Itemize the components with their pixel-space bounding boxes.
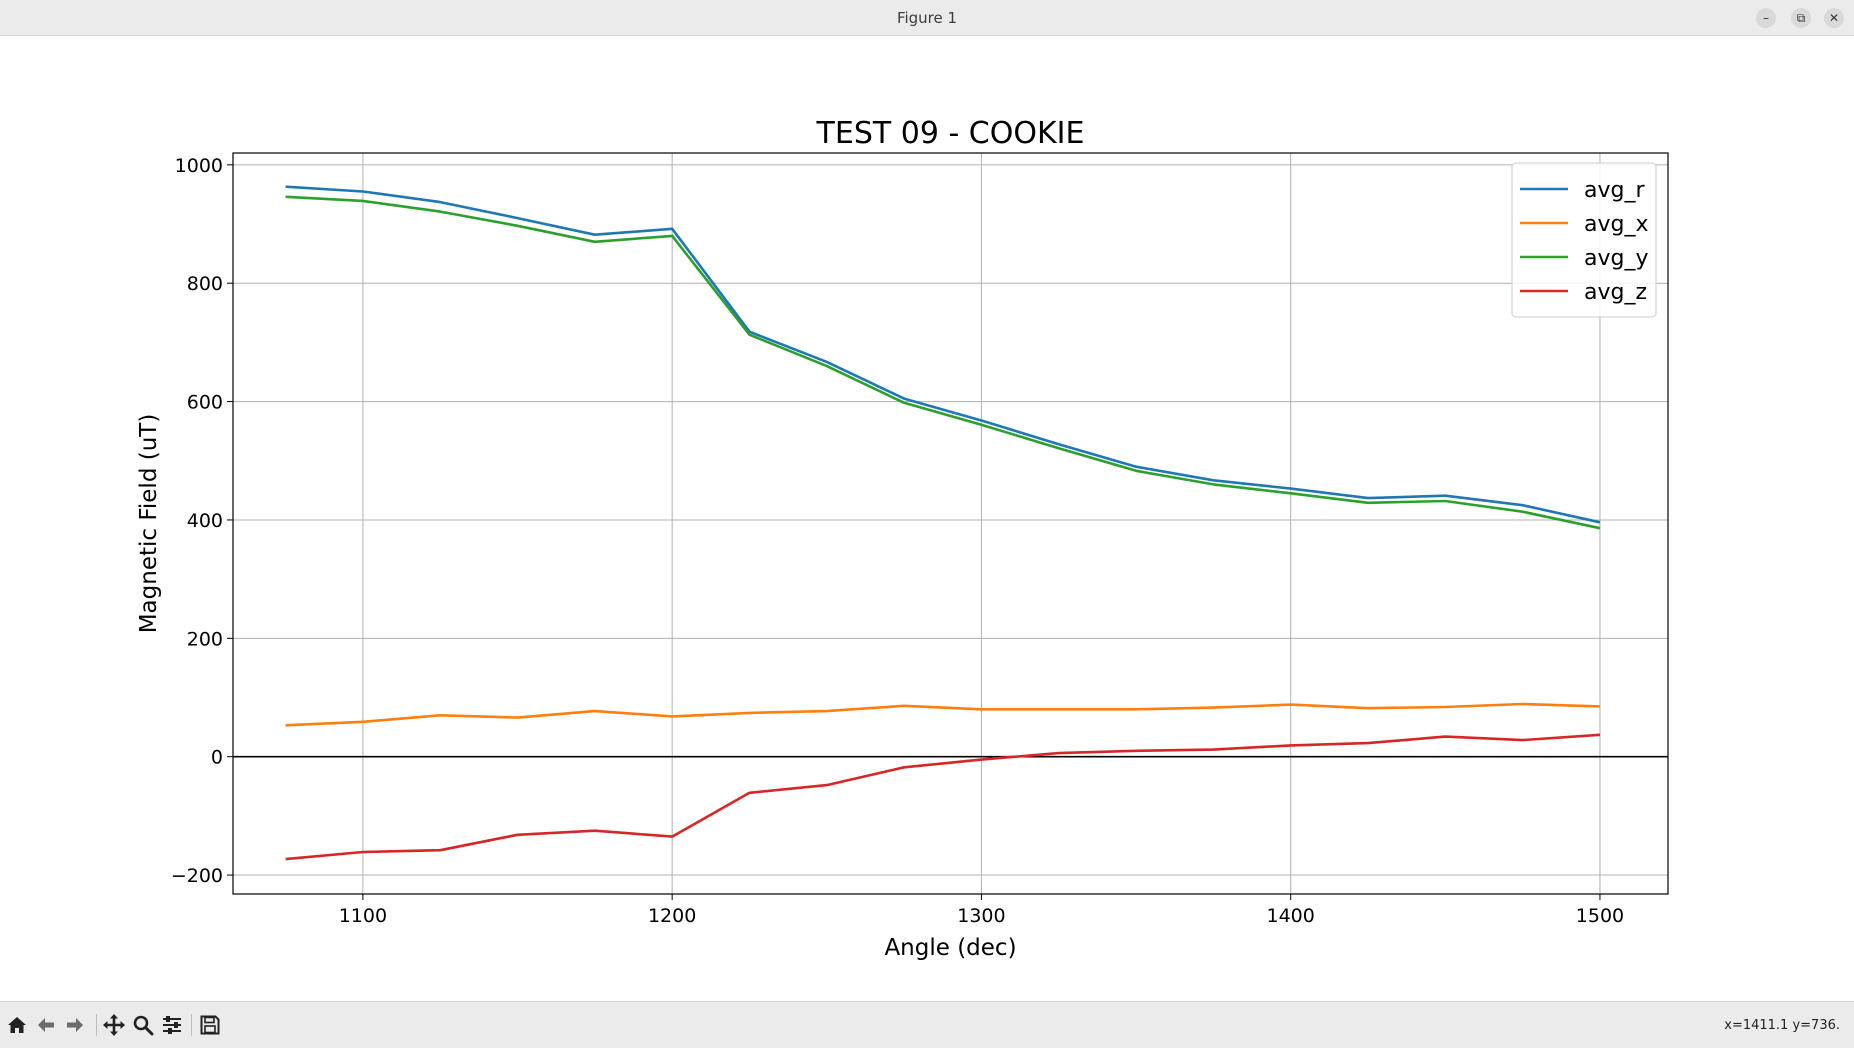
x-tick-label: 1400 — [1267, 905, 1315, 927]
forward-button[interactable] — [62, 1012, 88, 1038]
sliders-icon — [163, 1016, 181, 1034]
back-button[interactable] — [33, 1012, 59, 1038]
y-tick-label: 400 — [187, 510, 223, 532]
series-line-avg-y — [285, 195, 1601, 530]
y-tick-label: 800 — [187, 273, 223, 295]
series-line-avg-x — [285, 702, 1601, 727]
window-title: Figure 1 — [896, 9, 958, 27]
series-line-avg-z — [285, 733, 1601, 861]
x-axis-label: Angle (dec) — [884, 935, 1016, 961]
move-icon — [103, 1014, 125, 1036]
magnifier-icon — [133, 1015, 154, 1036]
chart-title: TEST 09 - COOKIE — [816, 116, 1085, 151]
pan-button[interactable] — [101, 1012, 127, 1038]
x-tick-label: 1300 — [957, 905, 1005, 927]
toolbar-separator — [96, 1014, 97, 1036]
legend-label-avg-x: avg_x — [1584, 212, 1649, 237]
legend: avg_r avg_x avg_y avg_z — [1511, 162, 1657, 318]
legend-label-avg-z: avg_z — [1584, 280, 1647, 305]
x-tick-label: 1200 — [648, 905, 696, 927]
minimize-button[interactable]: – — [1756, 8, 1776, 28]
floppy-disk-icon — [200, 1015, 220, 1035]
home-button[interactable] — [4, 1012, 30, 1038]
y-tick-label: 200 — [187, 628, 223, 650]
y-tick-label: −200 — [171, 865, 223, 887]
x-tick-label: 1500 — [1576, 905, 1624, 927]
title-bar: Figure 1 – ⧉ ✕ — [0, 0, 1854, 36]
zoom-button[interactable] — [130, 1012, 156, 1038]
legend-label-avg-y: avg_y — [1584, 246, 1649, 271]
arrow-right-icon — [67, 1018, 83, 1032]
legend-box — [1511, 162, 1657, 318]
navigation-toolbar: x=1411.1 y=736. — [0, 1001, 1854, 1048]
series-lines — [285, 185, 1601, 861]
arrow-left-icon — [38, 1018, 54, 1032]
y-tick-label: 0 — [211, 747, 223, 769]
y-axis-label: Magnetic Field (uT) — [136, 414, 162, 634]
axis-ticks: 1100 1200 1300 1400 1500 −200 0 200 400 600 800 100… — [171, 155, 1624, 927]
save-button[interactable] — [197, 1012, 223, 1038]
y-tick-label: 600 — [187, 392, 223, 414]
grid-lines — [233, 153, 1668, 894]
y-tick-label: 1000 — [175, 155, 223, 177]
configure-subplots-button[interactable] — [159, 1012, 185, 1038]
toolbar-separator — [191, 1014, 192, 1036]
x-tick-label: 1100 — [339, 905, 387, 927]
legend-label-avg-r: avg_r — [1584, 178, 1645, 203]
chart: 1100 1200 1300 1400 1500 −200 0 200 400 600 800 100… — [136, 116, 1669, 961]
axes-frame — [232, 152, 1669, 895]
restore-button[interactable]: ⧉ — [1791, 8, 1811, 28]
close-button[interactable]: ✕ — [1824, 8, 1844, 28]
home-icon — [8, 1017, 26, 1033]
cursor-coordinates: x=1411.1 y=736. — [1724, 1018, 1840, 1033]
figure-canvas[interactable]: 1100 1200 1300 1400 1500 −200 0 200 400 600 800 100… — [0, 37, 1854, 1001]
series-line-avg-r — [285, 185, 1601, 524]
